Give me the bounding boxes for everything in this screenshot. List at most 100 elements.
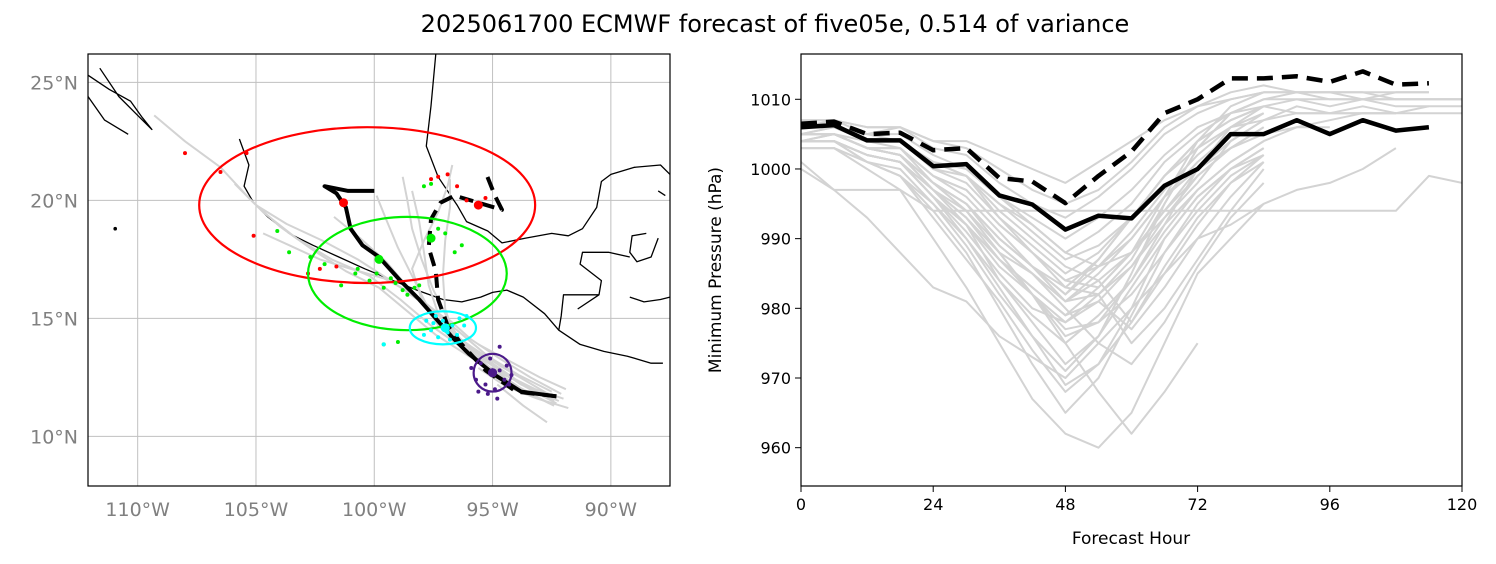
lat-tick-label: 15°N xyxy=(30,308,78,330)
cluster-member-point xyxy=(483,382,488,387)
x-tick-label: 24 xyxy=(923,495,943,514)
cluster-member-point xyxy=(459,243,464,248)
cluster-member-point xyxy=(469,365,474,370)
coastline xyxy=(88,67,153,131)
cluster-center-point xyxy=(488,368,498,378)
cluster-member-point xyxy=(417,283,422,288)
y-tick-label: 970 xyxy=(760,369,791,388)
member-pressure-line xyxy=(801,140,1265,345)
cluster-member-point xyxy=(400,288,405,293)
coastline xyxy=(425,54,670,244)
cluster-member-point xyxy=(478,361,483,366)
cluster-member-point xyxy=(393,280,398,285)
cluster-member-point xyxy=(436,226,441,231)
cluster-member-point xyxy=(395,340,400,344)
cluster-member-point xyxy=(322,262,327,267)
cluster-member-point xyxy=(353,271,358,276)
cluster-member-point xyxy=(457,316,462,321)
cluster-member-point xyxy=(476,389,481,394)
cluster-member-point xyxy=(440,318,445,323)
x-tick-label: 96 xyxy=(1320,495,1340,514)
track-map: 25°N 20°N 15°N 10°N 110°W 105°W 100°W 95°W 90°W xyxy=(30,53,671,521)
cluster-member-point xyxy=(455,184,460,189)
cluster-member-point xyxy=(497,368,502,373)
lat-tick-label: 10°N xyxy=(30,426,78,448)
cluster-member-point xyxy=(183,151,187,156)
cluster-ellipse xyxy=(472,352,513,393)
cluster-member-point xyxy=(421,332,426,337)
island xyxy=(113,226,118,231)
cluster-ellipse xyxy=(198,126,537,285)
lon-tick-label: 90°W xyxy=(585,499,638,521)
map-frame xyxy=(87,53,671,487)
member-pressure-line xyxy=(801,161,1462,212)
cluster-member-point xyxy=(424,318,429,323)
coastline xyxy=(88,96,129,135)
member-pressure-line xyxy=(801,105,1462,268)
cluster-ellipse xyxy=(306,215,508,332)
cluster-mean-point xyxy=(374,254,384,264)
cluster-member-point xyxy=(455,332,460,337)
cluster-mean-point xyxy=(339,198,349,208)
cluster-member-point xyxy=(485,391,490,396)
cluster-member-point xyxy=(488,356,493,361)
y-tick-label: 1000 xyxy=(750,160,791,179)
lon-tick-label: 110°W xyxy=(105,499,170,521)
cluster-member-point xyxy=(429,177,434,182)
y-axis-label: Minimum Pressure (hPa) xyxy=(706,167,726,373)
cluster-member-point xyxy=(388,276,393,281)
cluster-member-point xyxy=(502,377,507,382)
ensemble-track xyxy=(477,343,567,391)
cluster-member-point xyxy=(443,231,448,236)
cluster-member-point xyxy=(405,292,410,297)
cluster-member-point xyxy=(381,285,386,290)
cluster-member-point xyxy=(433,314,438,319)
cluster-member-point xyxy=(445,172,450,177)
map-tick-labels: 25°N 20°N 15°N 10°N 110°W 105°W 100°W 95°W 90°W xyxy=(30,72,637,521)
cluster-member-point xyxy=(450,323,455,328)
y-tick-label: 1010 xyxy=(750,90,791,109)
mean-pressure-line-dashed xyxy=(801,69,1429,206)
lon-tick-label: 95°W xyxy=(466,499,519,521)
cluster-member-point xyxy=(275,229,280,234)
coastline xyxy=(629,232,659,263)
y-tick-label: 980 xyxy=(760,299,791,318)
cluster-member-point xyxy=(374,271,379,276)
x-tick-label: 72 xyxy=(1187,495,1207,514)
member-pressure-line xyxy=(801,147,1265,372)
cluster-member-point xyxy=(462,323,467,328)
cluster-center-point xyxy=(426,233,436,243)
cluster-member-point xyxy=(367,278,372,283)
x-axis-label: Forecast Hour xyxy=(1072,529,1190,549)
x-tick-label: 0 xyxy=(796,495,806,514)
cluster-member-point xyxy=(412,285,417,290)
mean-pressure-line-solid xyxy=(801,117,1430,232)
lon-tick-label: 105°W xyxy=(224,499,289,521)
ensemble-track xyxy=(496,383,548,424)
ensemble-track xyxy=(255,204,553,393)
cluster-member-point xyxy=(218,170,223,175)
member-lines xyxy=(801,84,1462,449)
member-pressure-line xyxy=(801,126,1330,303)
lat-tick-label: 20°N xyxy=(30,190,78,212)
member-pressure-line xyxy=(801,91,1429,219)
member-pressure-line xyxy=(801,126,1265,317)
pressure-chart: 0 24 48 72 96 120 960 970 980 990 1000 1010 Forecas… xyxy=(706,53,1478,549)
cluster-ellipse xyxy=(408,310,478,346)
cluster-member-point xyxy=(436,174,441,179)
y-tick-label: 990 xyxy=(760,230,791,249)
cluster-center-point xyxy=(473,200,483,210)
lon-tick-label: 100°W xyxy=(342,499,407,521)
cluster-member-point xyxy=(287,250,292,255)
member-pressure-line xyxy=(801,105,1265,296)
x-tick-label: 120 xyxy=(1447,495,1478,514)
cluster-member-point xyxy=(497,344,502,349)
coastlines xyxy=(88,54,670,364)
coastline xyxy=(657,190,666,197)
cluster-center-point xyxy=(440,323,450,333)
cluster-member-point xyxy=(504,363,509,368)
cluster-member-point xyxy=(495,396,500,401)
cluster-member-point xyxy=(429,328,434,333)
member-pressure-line xyxy=(801,112,1396,261)
